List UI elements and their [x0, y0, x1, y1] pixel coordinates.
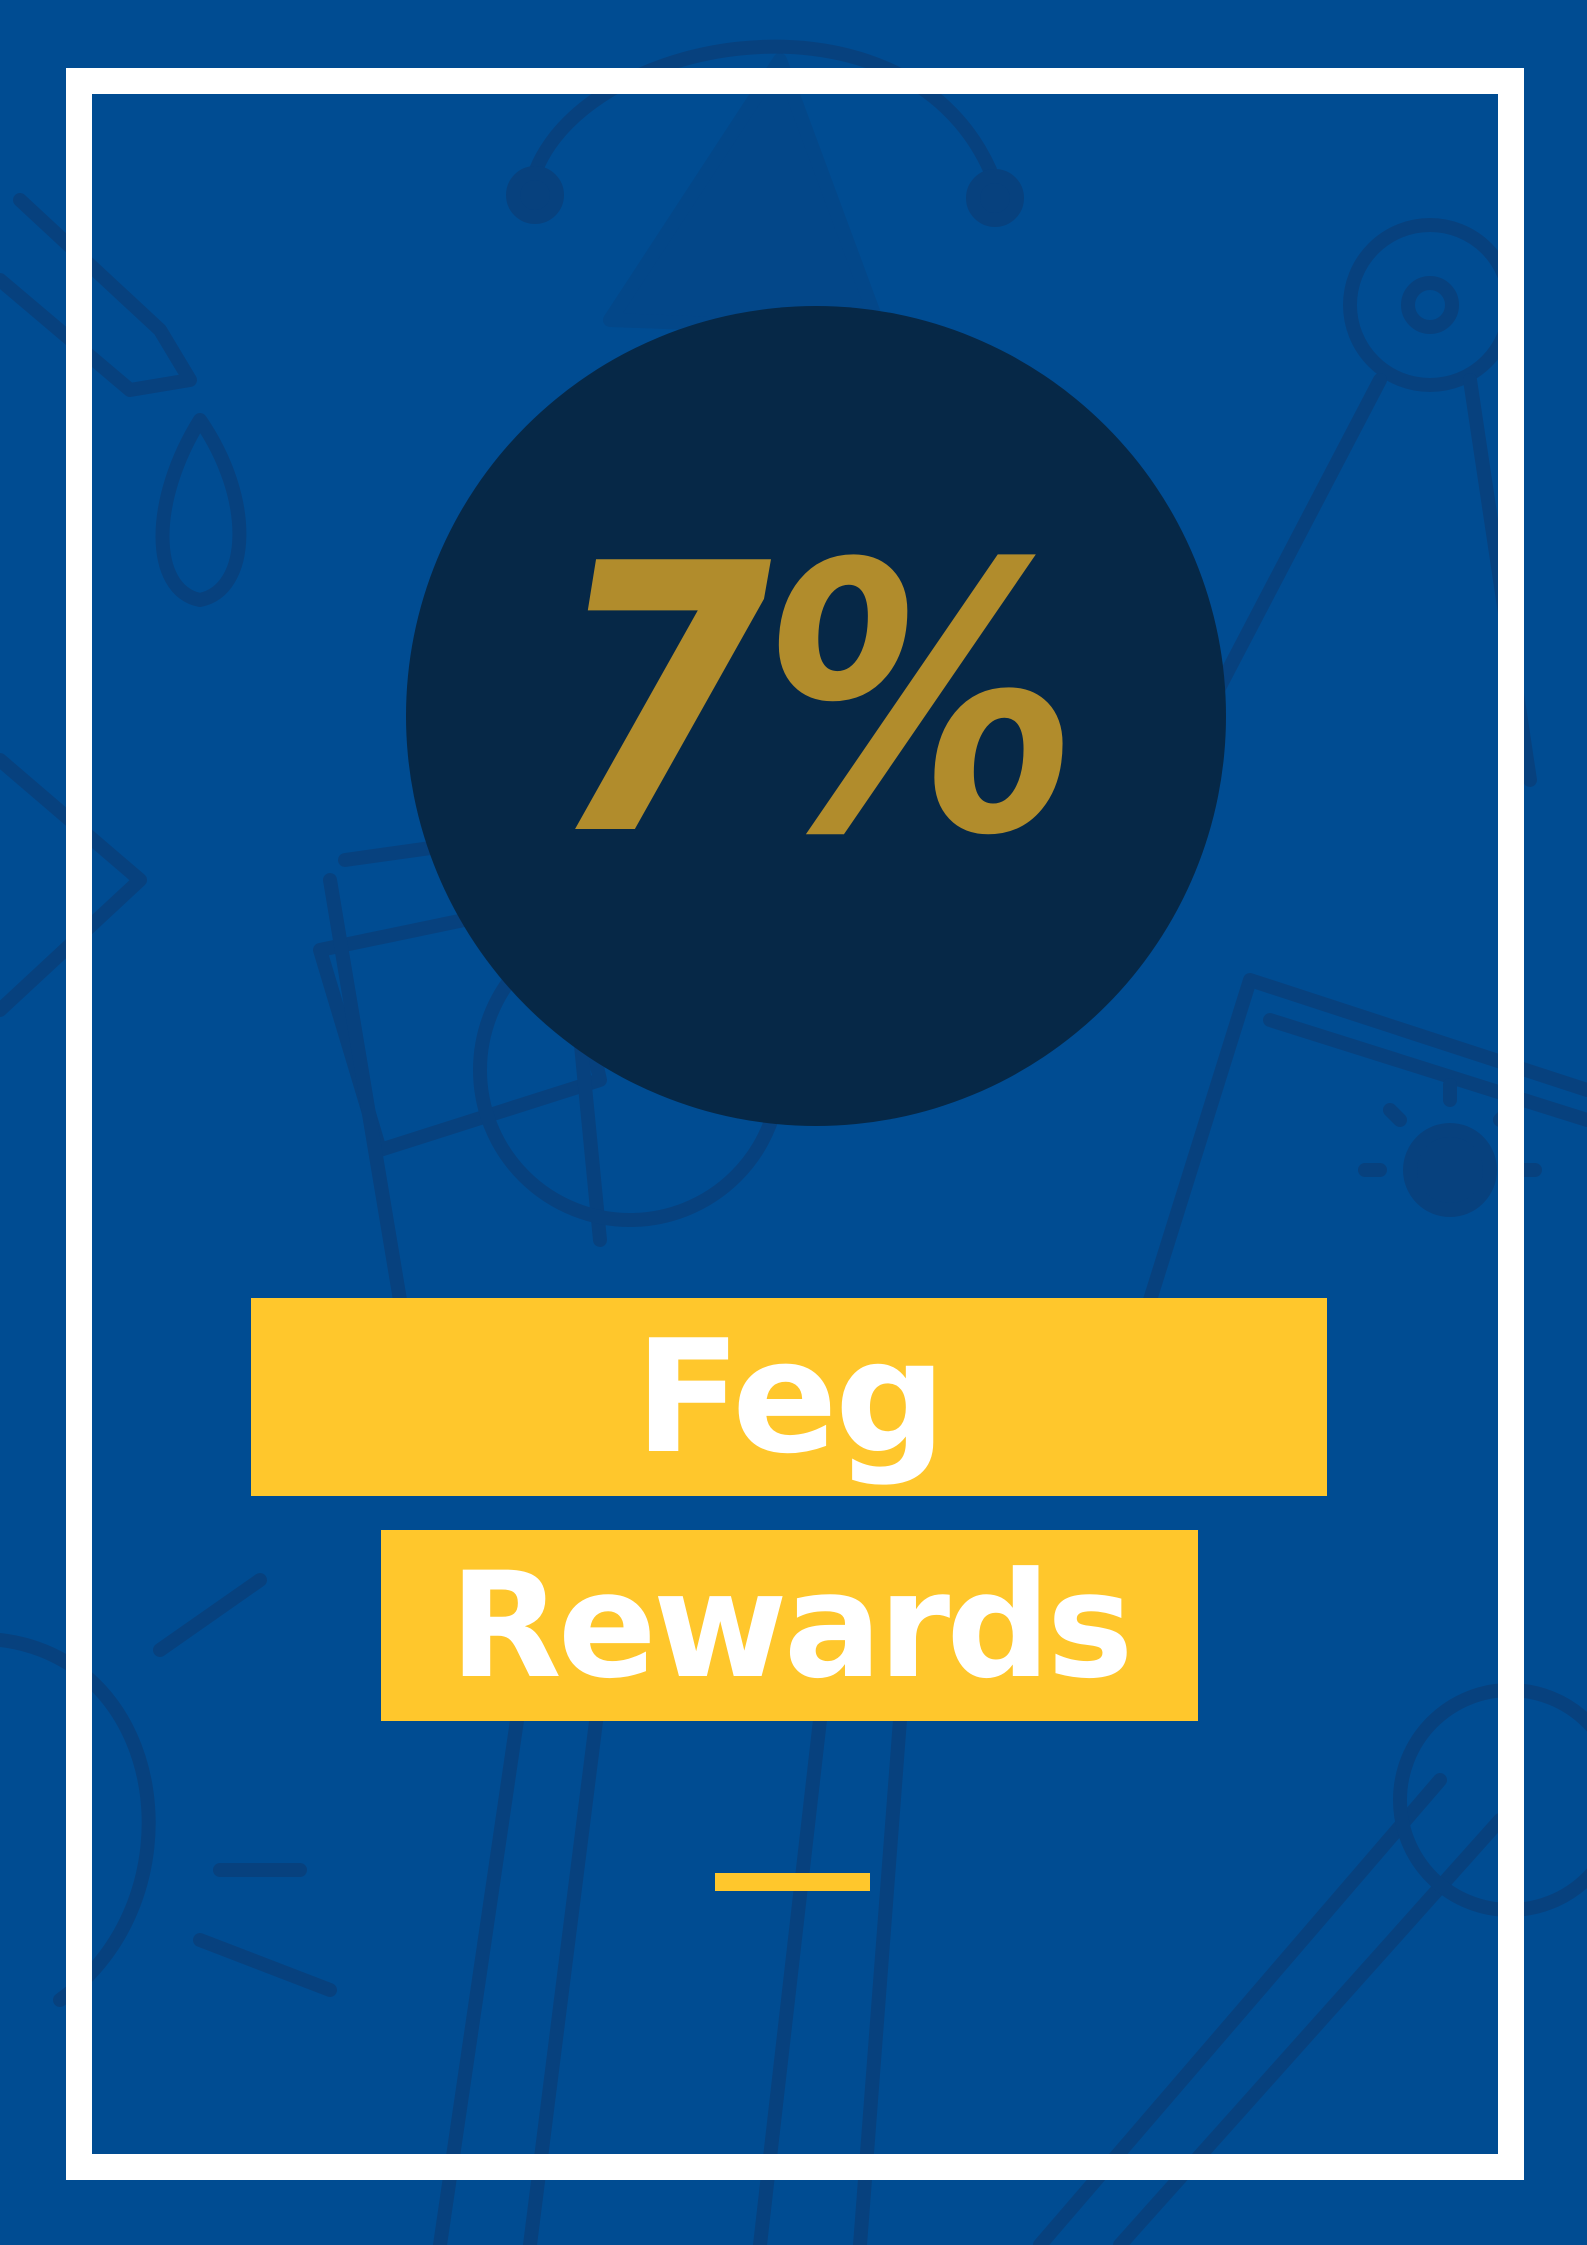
left-clip-decoration: [0, 753, 147, 1017]
sun-decoration: [1403, 1123, 1497, 1217]
curved-stroke-decoration: [0, 1633, 156, 2007]
lamp-knob-right-decoration: [966, 169, 1024, 227]
compass-pivot-decoration: [1401, 276, 1459, 334]
white-frame: [66, 68, 1524, 2180]
yellow-divider: [715, 1873, 870, 1891]
sun-rays-decoration: [1358, 1078, 1542, 1177]
drop-decoration: [155, 413, 247, 607]
lamp-arc-decoration: [523, 39, 997, 197]
small-dash-decoration: [153, 1573, 337, 1997]
lamp-knob-left-decoration: [506, 166, 564, 224]
title-line-1: Feg: [634, 1306, 947, 1488]
percent-value: 7%: [550, 487, 1080, 917]
title-line-2-banner: Rewards: [381, 1530, 1198, 1721]
title-line-2: Rewards: [449, 1540, 1133, 1711]
badge-circle: [406, 306, 1226, 1126]
title-line-1-banner: Feg: [251, 1298, 1327, 1496]
tablet-decoration: [1143, 973, 1587, 1307]
